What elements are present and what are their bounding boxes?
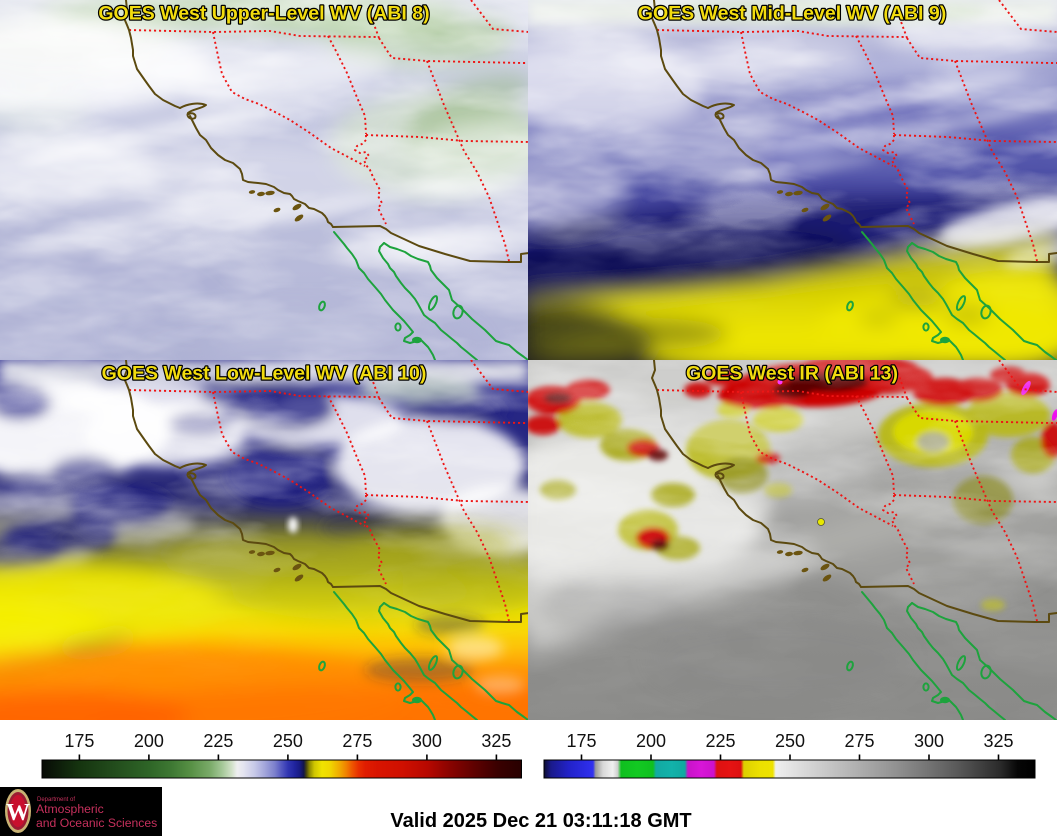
svg-text:200: 200 — [636, 731, 666, 751]
svg-text:GOES West IR (ABI 13): GOES West IR (ABI 13) — [686, 363, 898, 385]
svg-text:250: 250 — [775, 731, 805, 751]
svg-text:GOES West Low-Level WV (ABI 10: GOES West Low-Level WV (ABI 10) — [102, 363, 427, 385]
svg-text:GOES West Mid-Level WV (ABI 9): GOES West Mid-Level WV (ABI 9) — [638, 3, 946, 25]
svg-text:Department of: Department of — [37, 797, 75, 803]
svg-text:200: 200 — [134, 731, 164, 751]
svg-text:300: 300 — [412, 731, 442, 751]
svg-text:Atmospheric: Atmospheric — [36, 802, 104, 816]
svg-text:325: 325 — [983, 731, 1013, 751]
svg-text:175: 175 — [64, 731, 94, 751]
svg-text:GOES West Upper-Level WV (ABI: GOES West Upper-Level WV (ABI 8) — [98, 3, 429, 25]
svg-text:250: 250 — [273, 731, 303, 751]
svg-text:225: 225 — [705, 731, 735, 751]
svg-text:and Oceanic Sciences: and Oceanic Sciences — [36, 816, 157, 830]
svg-text:275: 275 — [844, 731, 874, 751]
svg-text:300: 300 — [914, 731, 944, 751]
svg-text:Valid 2025 Dec 21 03:11:18 GMT: Valid 2025 Dec 21 03:11:18 GMT — [390, 810, 691, 832]
svg-text:275: 275 — [342, 731, 372, 751]
svg-text:225: 225 — [203, 731, 233, 751]
svg-text:325: 325 — [481, 731, 511, 751]
svg-text:175: 175 — [566, 731, 596, 751]
svg-text:W: W — [6, 800, 30, 826]
